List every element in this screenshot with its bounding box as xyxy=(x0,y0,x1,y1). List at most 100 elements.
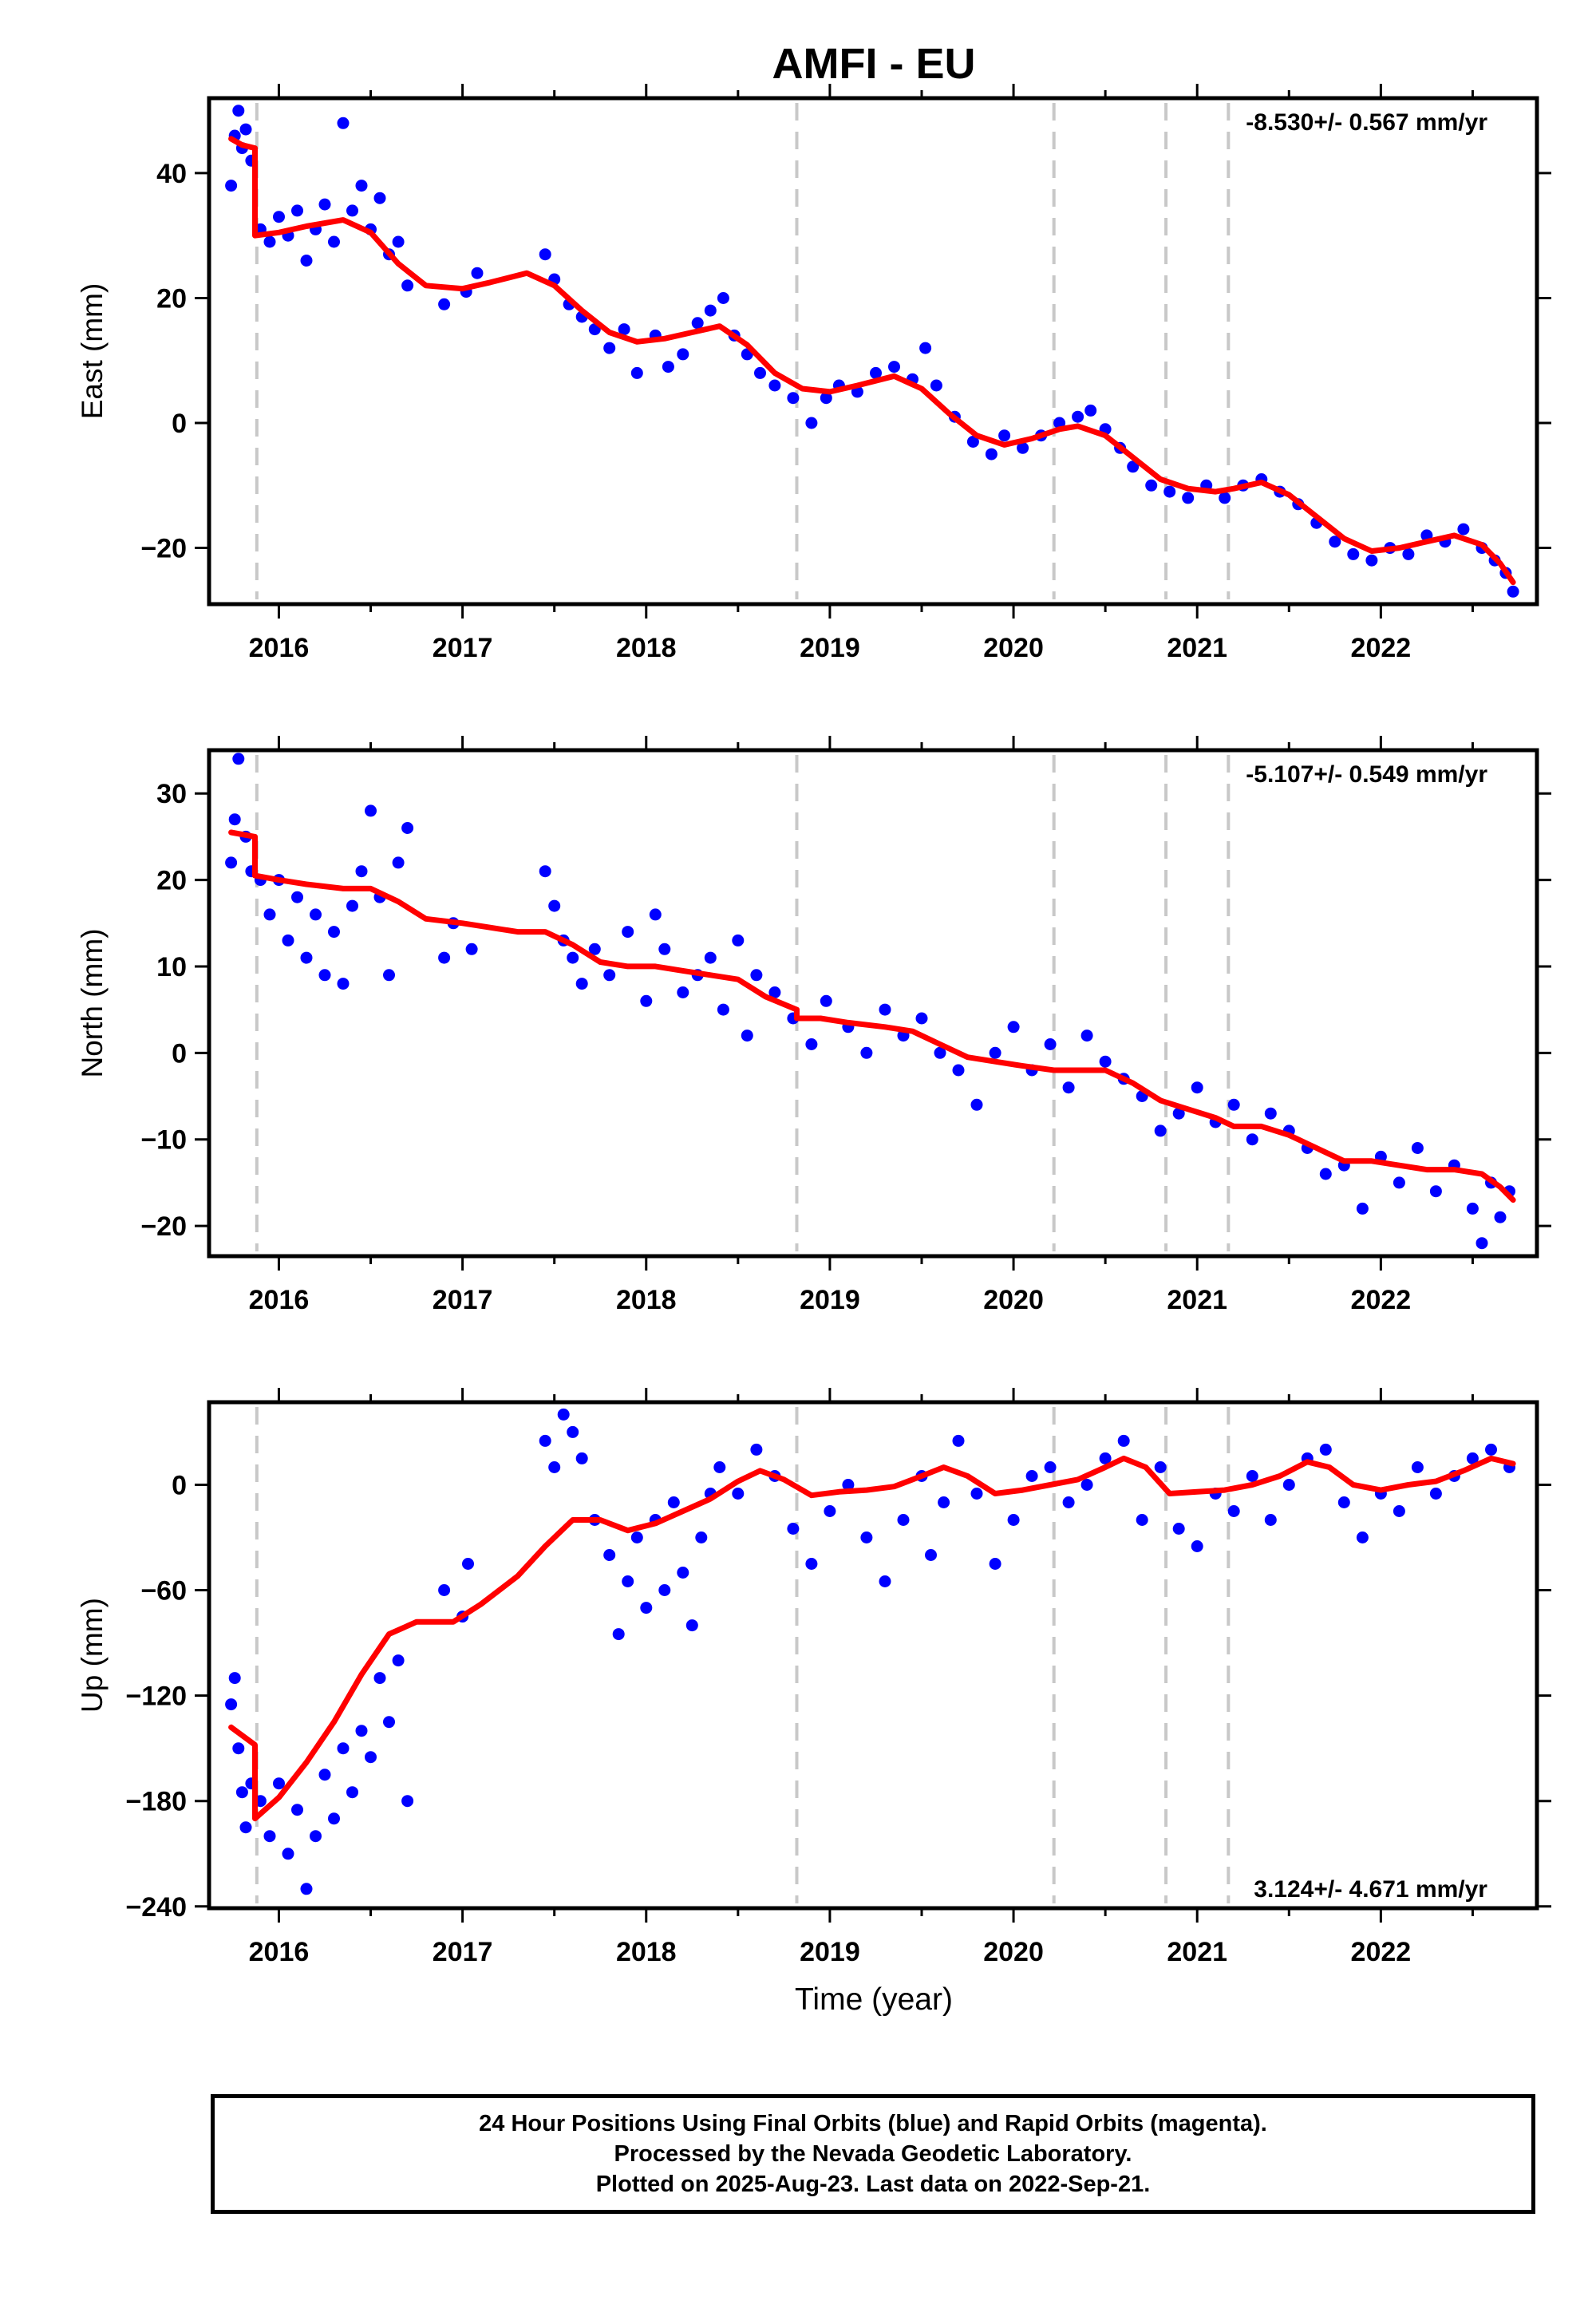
x-tick-label: 2020 xyxy=(983,633,1044,663)
data-point xyxy=(539,865,551,878)
data-point xyxy=(1393,1505,1405,1517)
x-tick-label: 2016 xyxy=(249,633,310,663)
data-point xyxy=(622,926,634,939)
data-point xyxy=(1172,1107,1185,1120)
data-point xyxy=(1356,1531,1369,1543)
data-point xyxy=(919,342,932,354)
data-point xyxy=(392,1654,405,1667)
data-point xyxy=(310,1830,322,1843)
y-axis-label: East (mm) xyxy=(76,283,109,420)
data-point xyxy=(373,192,386,204)
data-point xyxy=(732,1488,745,1500)
data-point xyxy=(870,366,882,379)
data-point xyxy=(677,1567,689,1579)
data-point xyxy=(897,1514,910,1526)
data-point xyxy=(373,1672,386,1685)
data-point xyxy=(239,123,252,136)
data-point xyxy=(438,298,451,310)
y-tick-label: 0 xyxy=(172,1470,187,1500)
data-point xyxy=(1227,1098,1240,1111)
data-point xyxy=(691,317,704,330)
data-point xyxy=(355,1725,368,1737)
data-point xyxy=(588,943,601,955)
data-point xyxy=(383,1716,395,1729)
data-point xyxy=(346,899,358,912)
data-point xyxy=(1084,404,1097,417)
data-point xyxy=(1476,1237,1488,1250)
data-point xyxy=(401,822,414,834)
data-point xyxy=(1154,1461,1167,1473)
data-point xyxy=(1025,1470,1038,1482)
data-point xyxy=(263,235,276,248)
data-point xyxy=(310,908,322,921)
y-tick-label: −10 xyxy=(140,1125,187,1156)
data-point xyxy=(471,267,484,279)
y-tick-label: −20 xyxy=(140,1211,187,1242)
data-point xyxy=(1136,1514,1148,1526)
data-point xyxy=(1466,1452,1479,1464)
x-tick-label: 2018 xyxy=(616,1937,677,1967)
plot-frame xyxy=(207,96,1539,607)
data-point xyxy=(1485,1443,1497,1456)
data-point xyxy=(970,1098,983,1111)
data-point xyxy=(225,856,238,869)
x-tick-label: 2019 xyxy=(800,1937,860,1967)
data-point xyxy=(300,951,313,964)
panel-east: 2016 2017 2018 2019 2020 2021 2022 −20 0 20 40 East… xyxy=(76,84,1551,663)
data-point xyxy=(548,1461,561,1473)
data-point xyxy=(548,899,561,912)
data-point xyxy=(677,348,689,361)
y-axis-label: Up (mm) xyxy=(76,1598,109,1713)
data-point xyxy=(235,1786,248,1799)
x-tick-label: 2019 xyxy=(800,1285,860,1315)
data-point xyxy=(318,198,331,211)
data-point xyxy=(291,891,303,903)
x-tick-label: 2016 xyxy=(249,1285,310,1315)
data-point xyxy=(787,392,800,405)
data-point xyxy=(952,1064,965,1077)
data-point xyxy=(1319,1443,1332,1456)
data-point xyxy=(438,951,451,964)
data-point xyxy=(925,1549,937,1561)
data-point xyxy=(1319,1168,1332,1180)
data-point xyxy=(228,813,241,826)
data-point xyxy=(603,342,616,354)
data-point xyxy=(989,1558,1001,1570)
data-point xyxy=(1099,1055,1112,1068)
y-tick-label: −120 xyxy=(125,1682,187,1712)
x-tick-label: 2018 xyxy=(616,633,677,663)
data-point xyxy=(622,1575,634,1587)
data-point xyxy=(337,978,350,990)
data-point xyxy=(985,448,998,460)
data-point xyxy=(263,908,276,921)
data-point xyxy=(879,1003,891,1016)
data-point xyxy=(989,1046,1001,1059)
data-point xyxy=(392,856,405,869)
data-point xyxy=(1182,492,1195,504)
data-point xyxy=(667,1496,680,1508)
data-point xyxy=(1337,1496,1350,1508)
data-point xyxy=(1145,479,1158,492)
data-point xyxy=(649,908,662,921)
y-tick-label: 40 xyxy=(156,159,187,189)
data-point xyxy=(824,1505,836,1517)
data-point xyxy=(938,1496,950,1508)
data-point xyxy=(1044,1461,1057,1473)
data-point xyxy=(539,248,551,261)
data-point xyxy=(741,1030,753,1042)
data-point xyxy=(612,1628,625,1641)
data-point xyxy=(750,969,763,982)
caption-box: 24 Hour Positions Using Final Orbits (bl… xyxy=(211,2094,1535,2214)
data-point xyxy=(291,1804,303,1816)
data-point xyxy=(346,1786,358,1799)
y-tick-label: 0 xyxy=(172,1038,187,1069)
data-point xyxy=(365,1751,377,1764)
data-point xyxy=(1072,410,1084,423)
x-tick-label: 2022 xyxy=(1351,1285,1412,1315)
y-tick-label: −60 xyxy=(140,1576,187,1607)
data-point xyxy=(1062,1496,1075,1508)
x-tick-label: 2020 xyxy=(983,1285,1044,1315)
y-tick-label: 10 xyxy=(156,952,187,982)
data-point xyxy=(713,1461,726,1473)
data-point xyxy=(401,1795,414,1808)
